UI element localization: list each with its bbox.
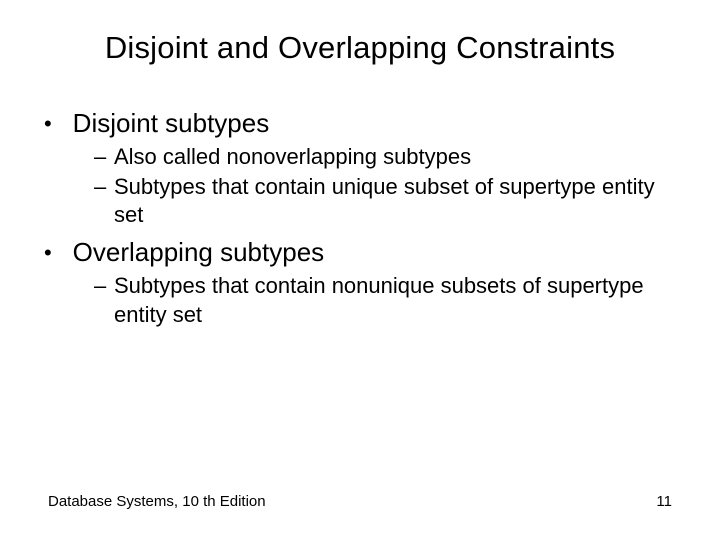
bullet-list-level2: Subtypes that contain nonunique subsets … bbox=[114, 272, 672, 328]
slide-footer: Database Systems, 10 th Edition 11 bbox=[48, 493, 672, 510]
list-item: Overlapping subtypes Subtypes that conta… bbox=[66, 237, 672, 328]
page-number: 11 bbox=[656, 493, 672, 510]
bullet-label: Overlapping subtypes bbox=[73, 237, 324, 267]
list-item: Subtypes that contain nonunique subsets … bbox=[114, 272, 672, 328]
bullet-list-level2: Also called nonoverlapping subtypes Subt… bbox=[114, 143, 672, 229]
list-item: Disjoint subtypes Also called nonoverlap… bbox=[66, 108, 672, 229]
sub-bullet-text: Subtypes that contain unique subset of s… bbox=[114, 174, 655, 227]
footer-left-text: Database Systems, 10 th Edition bbox=[48, 493, 266, 510]
slide: Disjoint and Overlapping Constraints Dis… bbox=[0, 0, 720, 540]
list-item: Subtypes that contain unique subset of s… bbox=[114, 173, 672, 229]
bullet-label: Disjoint subtypes bbox=[73, 108, 270, 138]
list-item: Also called nonoverlapping subtypes bbox=[114, 143, 672, 171]
slide-title: Disjoint and Overlapping Constraints bbox=[48, 30, 672, 66]
sub-bullet-text: Subtypes that contain nonunique subsets … bbox=[114, 273, 644, 326]
slide-content: Disjoint subtypes Also called nonoverlap… bbox=[48, 108, 672, 329]
sub-bullet-text: Also called nonoverlapping subtypes bbox=[114, 144, 471, 169]
bullet-list-level1: Disjoint subtypes Also called nonoverlap… bbox=[66, 108, 672, 329]
